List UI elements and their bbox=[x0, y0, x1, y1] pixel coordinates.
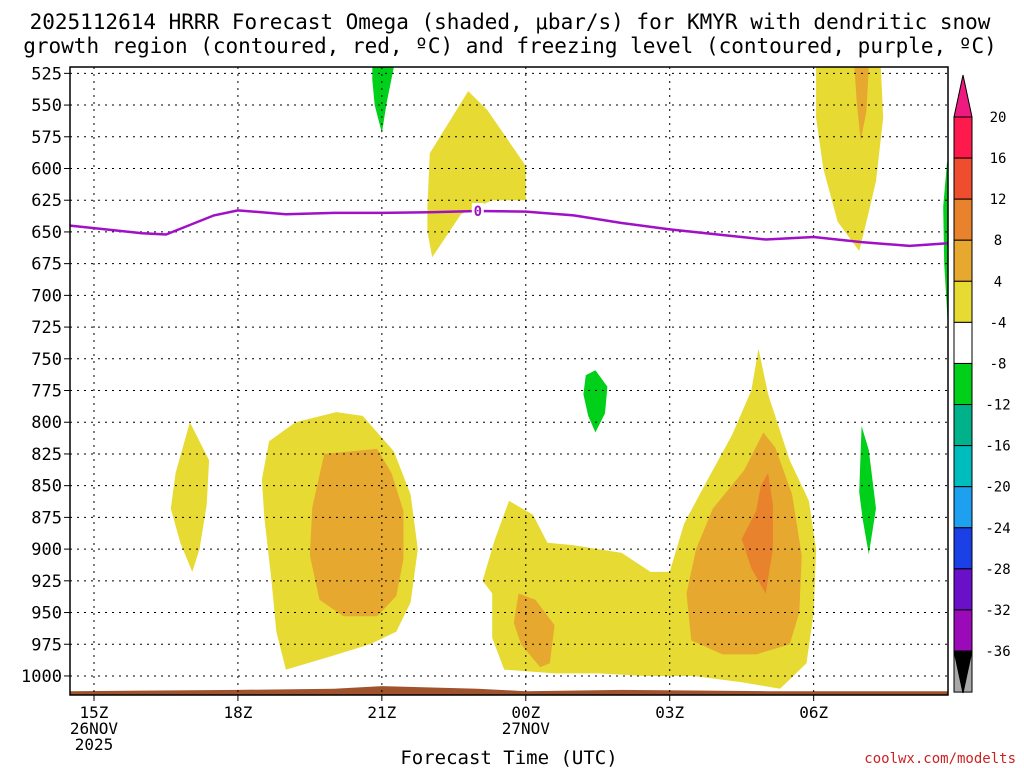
colorbar-bin bbox=[953, 527, 973, 570]
x-axis-label: Forecast Time (UTC) bbox=[400, 747, 617, 768]
colorbar-level-label: -16 bbox=[985, 439, 1010, 455]
y-tick-label: 550 bbox=[31, 96, 62, 116]
x-tick-label1: 03Z bbox=[655, 703, 684, 722]
y-tick-label: 525 bbox=[31, 64, 62, 84]
colorbar-bin bbox=[953, 198, 973, 241]
terrain-layer bbox=[70, 686, 948, 695]
x-tick-label1: 06Z bbox=[799, 703, 828, 722]
colorbar-bin bbox=[953, 609, 973, 652]
colorbar-bin bbox=[953, 157, 973, 200]
y-tick-label: 825 bbox=[31, 445, 62, 465]
y-tick-label: 700 bbox=[31, 286, 62, 306]
y-tick-label: 600 bbox=[31, 159, 62, 179]
y-tick-label: 575 bbox=[31, 128, 62, 148]
x-tick-label1: 15Z bbox=[80, 703, 109, 722]
colorbar-bin bbox=[953, 116, 973, 159]
y-tick-label: 900 bbox=[31, 540, 62, 560]
freezing-level-label: 0 bbox=[474, 204, 482, 220]
freezing-level-line bbox=[70, 209, 948, 248]
chart-title-line-1: 2025112614 HRRR Forecast Omega (shaded, … bbox=[30, 10, 991, 34]
omega-region-orange-20z bbox=[309, 448, 404, 617]
omega-region-orange-upper-07z bbox=[854, 67, 869, 141]
freezing-level-contour: 0 bbox=[70, 202, 948, 248]
colorbar-level-label: 16 bbox=[990, 151, 1007, 167]
colorbar-level-label: -8 bbox=[990, 356, 1007, 372]
colorbar-level-label: -36 bbox=[985, 644, 1010, 660]
colorbar-level-label: -4 bbox=[990, 315, 1007, 331]
y-tick-label: 950 bbox=[31, 604, 62, 624]
colorbar-bin bbox=[953, 321, 973, 364]
y-tick-label: 925 bbox=[31, 572, 62, 592]
plot-frame bbox=[69, 66, 949, 696]
y-tick-label: 975 bbox=[31, 635, 62, 655]
colorbar: 20 16 12 8 4 -4 -8 -12 -16 -20 -24 -28 -32 -36 bbox=[953, 74, 1011, 694]
colorbar-level-label: 20 bbox=[990, 110, 1007, 126]
y-axis: 525 550 575 600 625 650 675 700 725 750 775 800 825 8… bbox=[21, 64, 70, 687]
omega-region-yellow-upper-23z bbox=[427, 91, 526, 258]
colorbar-level-label: -32 bbox=[985, 603, 1010, 619]
omega-region-orange-00z bbox=[513, 593, 555, 668]
colorbar-level-label: -28 bbox=[985, 562, 1010, 578]
omega-region-green-top-21z bbox=[372, 67, 394, 133]
x-tick-label1: 18Z bbox=[223, 703, 252, 722]
omega-shaded-regions bbox=[170, 67, 948, 689]
chart-title-line-2: growth region (contoured, red, ºC) and f… bbox=[23, 34, 997, 58]
freezing-label-bg bbox=[471, 202, 484, 219]
x-tick-label2: 26NOV bbox=[70, 719, 119, 738]
source-credit: coolwx.com/modelts bbox=[864, 751, 1016, 767]
colorbar-bottom-arrow bbox=[953, 650, 973, 694]
x-tick-label2: 27NOV bbox=[502, 719, 551, 738]
colorbar-bin bbox=[953, 239, 973, 282]
y-tick-label: 875 bbox=[31, 508, 62, 528]
colorbar-bin bbox=[953, 280, 973, 323]
y-tick-label: 750 bbox=[31, 350, 62, 370]
colorbar-level-label: -20 bbox=[985, 480, 1010, 496]
terrain-surface bbox=[70, 686, 948, 695]
x-tick-label1: 00Z bbox=[511, 703, 540, 722]
omega-region-yellow-upper-06z bbox=[816, 67, 884, 251]
colorbar-level-label: 4 bbox=[994, 274, 1002, 290]
colorbar-bin bbox=[953, 362, 973, 406]
y-tick-label: 675 bbox=[31, 255, 62, 275]
colorbar-level-label: -12 bbox=[985, 398, 1010, 414]
y-tick-label: 850 bbox=[31, 477, 62, 497]
colorbar-top-arrow bbox=[953, 74, 973, 118]
colorbar-level-label: 8 bbox=[994, 233, 1002, 249]
colorbar-level-label: 12 bbox=[990, 192, 1007, 208]
y-tick-label: 1000 bbox=[21, 667, 62, 687]
x-tick-label3: 2025 bbox=[75, 735, 114, 754]
colorbar-bin bbox=[953, 486, 973, 529]
y-tick-label: 800 bbox=[31, 413, 62, 433]
omega-region-green-mid-01z bbox=[583, 370, 608, 433]
omega-region-green-low-07z bbox=[859, 426, 876, 555]
omega-region-dark-orange-05z bbox=[741, 473, 773, 594]
colorbar-bin bbox=[953, 568, 973, 611]
y-tick-label: 725 bbox=[31, 318, 62, 338]
x-tick-label1: 21Z bbox=[367, 703, 396, 722]
colorbar-level-label: -24 bbox=[985, 521, 1010, 537]
y-tick-label: 775 bbox=[31, 382, 62, 402]
y-tick-label: 625 bbox=[31, 191, 62, 211]
y-tick-label: 650 bbox=[31, 223, 62, 243]
colorbar-bin bbox=[953, 445, 973, 488]
colorbar-bin bbox=[953, 404, 973, 447]
omega-region-yellow-17z bbox=[170, 422, 210, 572]
